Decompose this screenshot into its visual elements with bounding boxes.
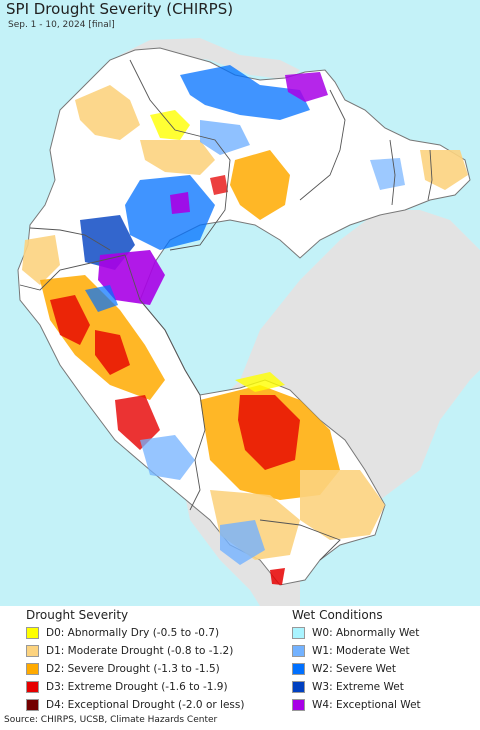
drought-legend-heading: Drought Severity [26,608,129,622]
border-venezuela-guyana [299,89,346,201]
swatch-w0 [292,627,305,639]
legend-item-w0: W0: Abnormally Wet [292,624,421,642]
swatch-d1 [26,645,39,657]
wet-legend: Wet Conditions W0: Abnormally Wet W1: Mo… [292,607,421,714]
legend-item-d0: D0: Abnormally Dry (-0.5 to -0.7) [26,624,244,642]
d3-paraguay [270,568,285,585]
d3-venezuela [210,175,228,195]
swatch-w3 [292,681,305,693]
w1-peru-south [140,435,195,480]
w1-bolivia-south [220,520,265,565]
drought-patches [22,85,468,585]
map-title: SPI Drought Severity (CHIRPS) [6,0,234,18]
d1-north [75,85,140,140]
d0-north [150,110,190,140]
d3-peru-central [95,330,130,375]
d1-ecuador [22,235,60,285]
legend-label-w2: W2: Severe Wet [312,663,396,675]
d3-peru-south [115,395,160,450]
map-area: SPI Drought Severity (CHIRPS) Sep. 1 - 1… [0,0,480,606]
d1-central [140,140,215,175]
d2-venezuela [230,150,290,220]
d3-peru-north [50,295,90,345]
w4-colombia-north [170,192,190,214]
country-borders [19,59,433,561]
legend-item-w3: W3: Extreme Wet [292,678,421,696]
legend-item-w2: W2: Severe Wet [292,660,421,678]
legend-label-d2: D2: Severe Drought (-1.3 to -1.5) [46,663,220,675]
legend-label-d4: D4: Exceptional Drought (-2.0 or less) [46,699,245,711]
drought-legend: Drought Severity D0: Abnormally Dry (-0.… [26,607,244,714]
border-peru-brazil [124,254,201,396]
swatch-w2 [292,663,305,675]
w4-venezuela-east [285,72,328,102]
legend-label-d3: D3: Extreme Drought (-1.6 to -1.9) [46,681,228,693]
outside-land-north [120,38,300,80]
w2-peru-north [85,285,118,312]
drought-map [0,0,480,606]
border-ecuador-peru [19,254,126,291]
border-colombia-venezuela [129,59,231,251]
w2-venezuela [180,65,310,120]
swatch-d0 [26,627,39,639]
border-suriname-fguiana [427,149,433,201]
legend-item-w1: W1: Moderate Wet [292,642,421,660]
wet-patches [80,65,405,565]
swatch-d4 [26,699,39,711]
w2-colombia [125,175,215,250]
w1-north [200,120,250,155]
legend-label-w4: W4: Exceptional Wet [312,699,421,711]
d3-bolivia [238,395,300,470]
border-colombia-ecuador [29,227,111,251]
border-guyana-suriname [389,139,396,206]
border-bolivia-paraguay [259,519,341,561]
w4-amazonas [98,250,165,305]
wet-legend-heading: Wet Conditions [292,608,383,622]
legend-label-d0: D0: Abnormally Dry (-0.5 to -0.7) [46,627,220,639]
legend-label-w3: W3: Extreme Wet [312,681,404,693]
legend-item-d4: D4: Exceptional Drought (-2.0 or less) [26,696,244,714]
legend: Drought Severity D0: Abnormally Dry (-0.… [0,607,480,711]
d1-bolivia-east [300,470,385,540]
legend-label-d1: D1: Moderate Drought (-0.8 to -1.2) [46,645,234,657]
map-subtitle: Sep. 1 - 10, 2024 [final] [8,20,115,30]
source-credit: Source: CHIRPS, UCSB, Climate Hazards Ce… [4,715,218,725]
w1-suriname [370,158,405,190]
legend-item-w4: W4: Exceptional Wet [292,696,421,714]
swatch-d3 [26,681,39,693]
swatch-w4 [292,699,305,711]
legend-item-d3: D3: Extreme Drought (-1.6 to -1.9) [26,678,244,696]
legend-label-w0: W0: Abnormally Wet [312,627,420,639]
legend-item-d1: D1: Moderate Drought (-0.8 to -1.2) [26,642,244,660]
legend-item-d2: D2: Severe Drought (-1.3 to -1.5) [26,660,244,678]
swatch-w1 [292,645,305,657]
d0-bolivia-north [235,372,285,392]
swatch-d2 [26,663,39,675]
legend-label-w1: W1: Moderate Wet [312,645,410,657]
border-peru-bolivia [189,394,206,511]
